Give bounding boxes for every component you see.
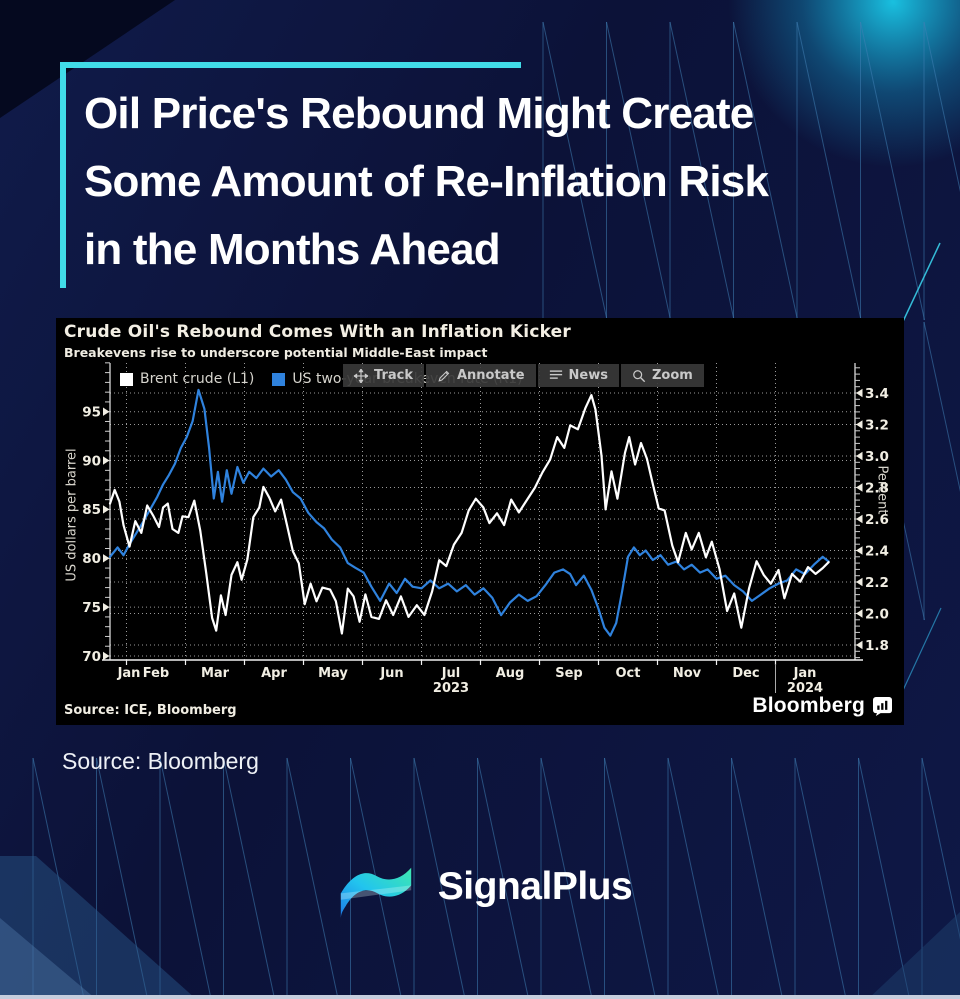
headline-accent-top-border [60, 62, 521, 68]
annotate-icon [438, 370, 450, 382]
bloomberg-logo-icon [873, 696, 892, 716]
track-button[interactable]: Track [343, 364, 424, 387]
svg-text:Nov: Nov [673, 666, 702, 681]
legend-item-brent: Brent crude (L1) [120, 371, 254, 387]
chart-source: Source: ICE, Bloomberg [64, 703, 237, 718]
svg-text:Jun: Jun [379, 666, 403, 681]
svg-text:85: 85 [82, 502, 101, 518]
headline-block: Oil Price's Rebound Might Create Some Am… [60, 62, 860, 288]
svg-text:Oct: Oct [616, 666, 641, 681]
breakeven-color-swatch-icon [272, 372, 286, 386]
svg-text:1.8: 1.8 [865, 638, 889, 654]
svg-text:Jan: Jan [117, 666, 141, 681]
annotate-button-label: Annotate [456, 368, 525, 383]
zoom-button-label: Zoom [651, 368, 693, 383]
news-button[interactable]: News [537, 364, 619, 387]
chart-title: Crude Oil's Rebound Comes With an Inflat… [64, 322, 571, 342]
zoom-icon [633, 369, 646, 382]
svg-text:Mar: Mar [201, 666, 230, 681]
svg-text:3.4: 3.4 [865, 386, 889, 402]
price-chart-plot: 70 75 80 85 90 95 1.8 2.0 2.2 2.4 2.6 2.8 3.0 3.2 3.4 J… [82, 362, 889, 696]
news-button-label: News [568, 368, 608, 383]
brand-name: SignalPlus [437, 865, 633, 908]
right-axis-title: Percent [874, 465, 890, 515]
news-icon [549, 370, 562, 379]
chart-subtitle: Breakevens rise to underscore potential … [64, 345, 488, 360]
bottom-edge-strip [0, 995, 960, 999]
svg-text:May: May [318, 666, 348, 681]
svg-text:Jan: Jan [793, 666, 817, 681]
svg-text:2023: 2023 [433, 681, 469, 696]
brand-lockup: SignalPlus [0, 848, 960, 926]
svg-text:2.8: 2.8 [865, 480, 889, 496]
svg-text:Feb: Feb [143, 666, 169, 681]
bloomberg-wordmark: Bloomberg [752, 694, 865, 717]
signalplus-logo-icon [340, 867, 411, 919]
headline-line-2: Some Amount of Re-Inflation Risk [84, 157, 769, 206]
headline: Oil Price's Rebound Might Create Some Am… [60, 62, 860, 284]
bloomberg-chart-panel: 70 75 80 85 90 95 1.8 2.0 2.2 2.4 2.6 2.8 3.0 3.2 3.4 J… [56, 318, 904, 725]
track-button-label: Track [374, 368, 413, 383]
svg-text:2024: 2024 [787, 681, 823, 696]
svg-text:2.2: 2.2 [865, 575, 889, 591]
svg-text:70: 70 [82, 649, 101, 665]
zoom-button[interactable]: Zoom [620, 364, 704, 387]
headline-line-1: Oil Price's Rebound Might Create [84, 89, 754, 138]
chart-toolbar: Track Annotate News [343, 364, 704, 387]
svg-text:Dec: Dec [732, 666, 759, 681]
svg-text:95: 95 [82, 405, 101, 421]
svg-text:2.4: 2.4 [865, 543, 889, 559]
track-icon [354, 368, 368, 383]
headline-accent-left-border [60, 62, 66, 288]
bloomberg-logo: Bloomberg [752, 694, 892, 718]
svg-text:3.0: 3.0 [865, 449, 889, 465]
svg-text:Sep: Sep [555, 666, 583, 681]
caption: Source: Bloomberg [62, 748, 259, 774]
svg-text:2.0: 2.0 [865, 606, 889, 622]
svg-text:75: 75 [82, 600, 101, 616]
svg-text:Jul: Jul [441, 666, 461, 681]
svg-text:Apr: Apr [261, 666, 287, 681]
legend-label-brent: Brent crude (L1) [140, 371, 255, 387]
svg-text:2.6: 2.6 [865, 512, 889, 528]
svg-text:90: 90 [82, 453, 101, 469]
annotate-button[interactable]: Annotate [425, 364, 536, 387]
svg-text:Aug: Aug [496, 666, 525, 681]
left-axis-title: US dollars per barrel [64, 448, 80, 582]
svg-text:80: 80 [82, 551, 101, 567]
headline-line-3: in the Months Ahead [84, 225, 501, 274]
svg-text:3.2: 3.2 [865, 417, 889, 433]
brent-color-swatch-icon [120, 372, 133, 386]
